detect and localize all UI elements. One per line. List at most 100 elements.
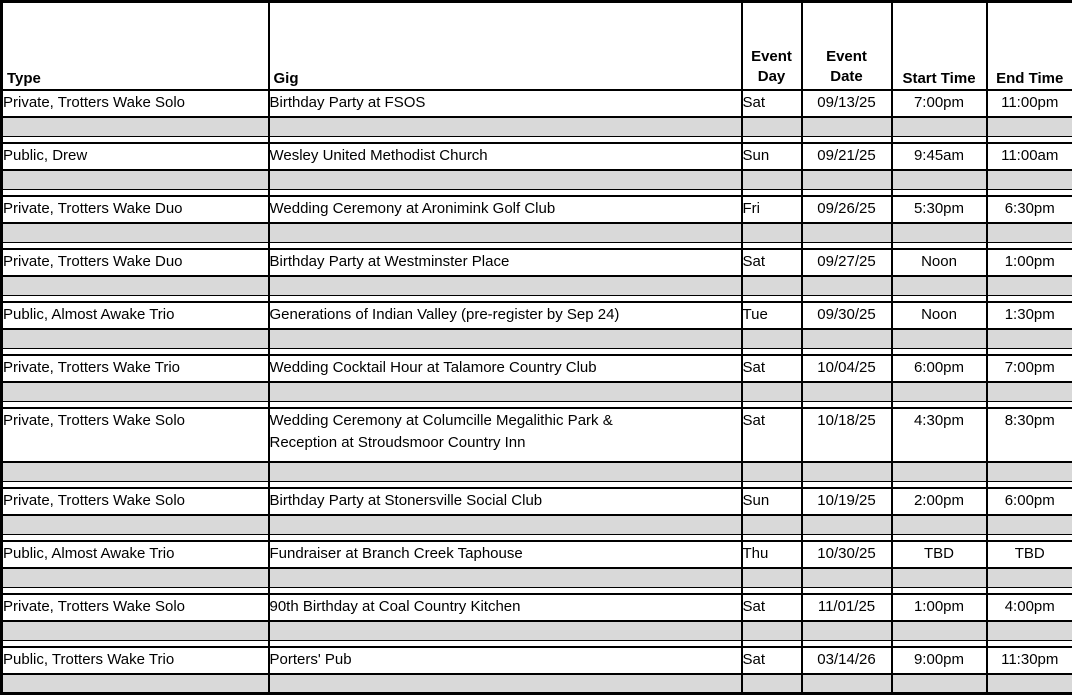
cell-type: Public, Trotters Wake Trio [0,645,270,675]
cell-gig: Fundraiser at Branch Creek Taphouse [267,539,743,569]
table-row: Private, Trotters Wake Duo Wedding Ceremo… [0,194,1072,224]
gap-cell [800,534,893,542]
cell-event-date: 03/14/26 [800,645,893,675]
cell-type: Private, Trotters Wake Solo [0,486,270,516]
gap-cell [267,295,743,303]
gap-cell [0,587,270,595]
col-header-type: Type [0,1,270,91]
cell-start-time: 4:30pm [890,406,988,463]
cell-start-time: 9:00pm [890,645,988,675]
gap-cell [890,242,988,250]
cell-type: Public, Almost Awake Trio [0,539,270,569]
gap-cell [800,295,893,303]
cell-end-time: 7:00pm [985,353,1072,383]
gap-cell [890,295,988,303]
cell-start-time: Noon [890,300,988,330]
spacer-cell [0,672,270,695]
cell-gig: Porters' Pub [267,645,743,675]
spacer-row [0,619,1072,641]
gap-cell [740,587,803,595]
header-line: Day [757,67,786,85]
spacer-cell [985,619,1072,641]
cell-gig: Birthday Party at Stonersville Social Cl… [267,486,743,516]
cell-gig: Wedding Ceremony at Columcille Megalithi… [267,406,743,463]
spacer-cell [740,327,803,349]
cell-event-date: 10/30/25 [800,539,893,569]
cell-end-time: 1:30pm [985,300,1072,330]
cell-start-time: 9:45am [890,141,988,171]
spacer-cell [985,460,1072,482]
gap-cell [0,189,270,197]
cell-end-time: 11:30pm [985,645,1072,675]
spacer-cell [267,513,743,535]
gap-cell [890,587,988,595]
cell-event-date: 09/13/25 [800,88,893,118]
gap-cell [740,534,803,542]
spacer-cell [800,513,893,535]
gap-cell [0,401,270,409]
cell-gig: Birthday Party at Westminster Place [267,247,743,277]
table-row: Private, Trotters Wake Trio Wedding Cockt… [0,353,1072,383]
spacer-cell [0,566,270,588]
spacer-row [0,513,1072,535]
cell-event-date: 11/01/25 [800,592,893,622]
header-line: Event [751,47,792,65]
gap-row [0,640,1072,648]
spacer-row [0,460,1072,482]
spacer-cell [985,327,1072,349]
spacer-cell [267,672,743,695]
gap-row [0,295,1072,303]
gap-cell [267,189,743,197]
cell-event-day: Sat [740,88,803,118]
cell-start-time: 6:00pm [890,353,988,383]
gap-cell [740,348,803,356]
gap-cell [800,242,893,250]
table-row: Public, Drew Wesley United Methodist Chur… [0,141,1072,171]
spacer-cell [0,168,270,190]
spacer-cell [985,566,1072,588]
spacer-cell [890,115,988,137]
spacer-cell [800,115,893,137]
cell-event-date: 09/30/25 [800,300,893,330]
spacer-cell [740,460,803,482]
cell-event-date: 09/27/25 [800,247,893,277]
spacer-row [0,566,1072,588]
gap-cell [890,534,988,542]
spacer-cell [800,274,893,296]
gap-cell [740,189,803,197]
cell-end-time: 11:00am [985,141,1072,171]
spacer-cell [800,168,893,190]
spacer-cell [740,168,803,190]
spacer-cell [890,513,988,535]
cell-type: Private, Trotters Wake Solo [0,88,270,118]
cell-start-time: Noon [890,247,988,277]
gap-cell [267,401,743,409]
cell-end-time: TBD [985,539,1072,569]
spacer-row [0,380,1072,402]
gap-cell [890,640,988,648]
gap-row [0,401,1072,409]
gap-cell [800,189,893,197]
gap-cell [740,640,803,648]
cell-event-day: Sun [740,486,803,516]
spacer-cell [0,619,270,641]
header-line: Event [826,47,867,65]
gap-cell [267,640,743,648]
cell-gig: Wedding Ceremony at Aronimink Golf Club [267,194,743,224]
cell-start-time: 7:00pm [890,88,988,118]
gap-cell [0,481,270,489]
spacer-cell [800,327,893,349]
spacer-cell [267,619,743,641]
spacer-cell [890,221,988,243]
cell-start-time: 5:30pm [890,194,988,224]
cell-event-day: Fri [740,194,803,224]
spacer-cell [740,274,803,296]
gap-row [0,242,1072,250]
gap-cell [0,640,270,648]
gap-row [0,587,1072,595]
spacer-cell [0,274,270,296]
gap-cell [267,587,743,595]
spacer-cell [985,168,1072,190]
gap-cell [800,348,893,356]
